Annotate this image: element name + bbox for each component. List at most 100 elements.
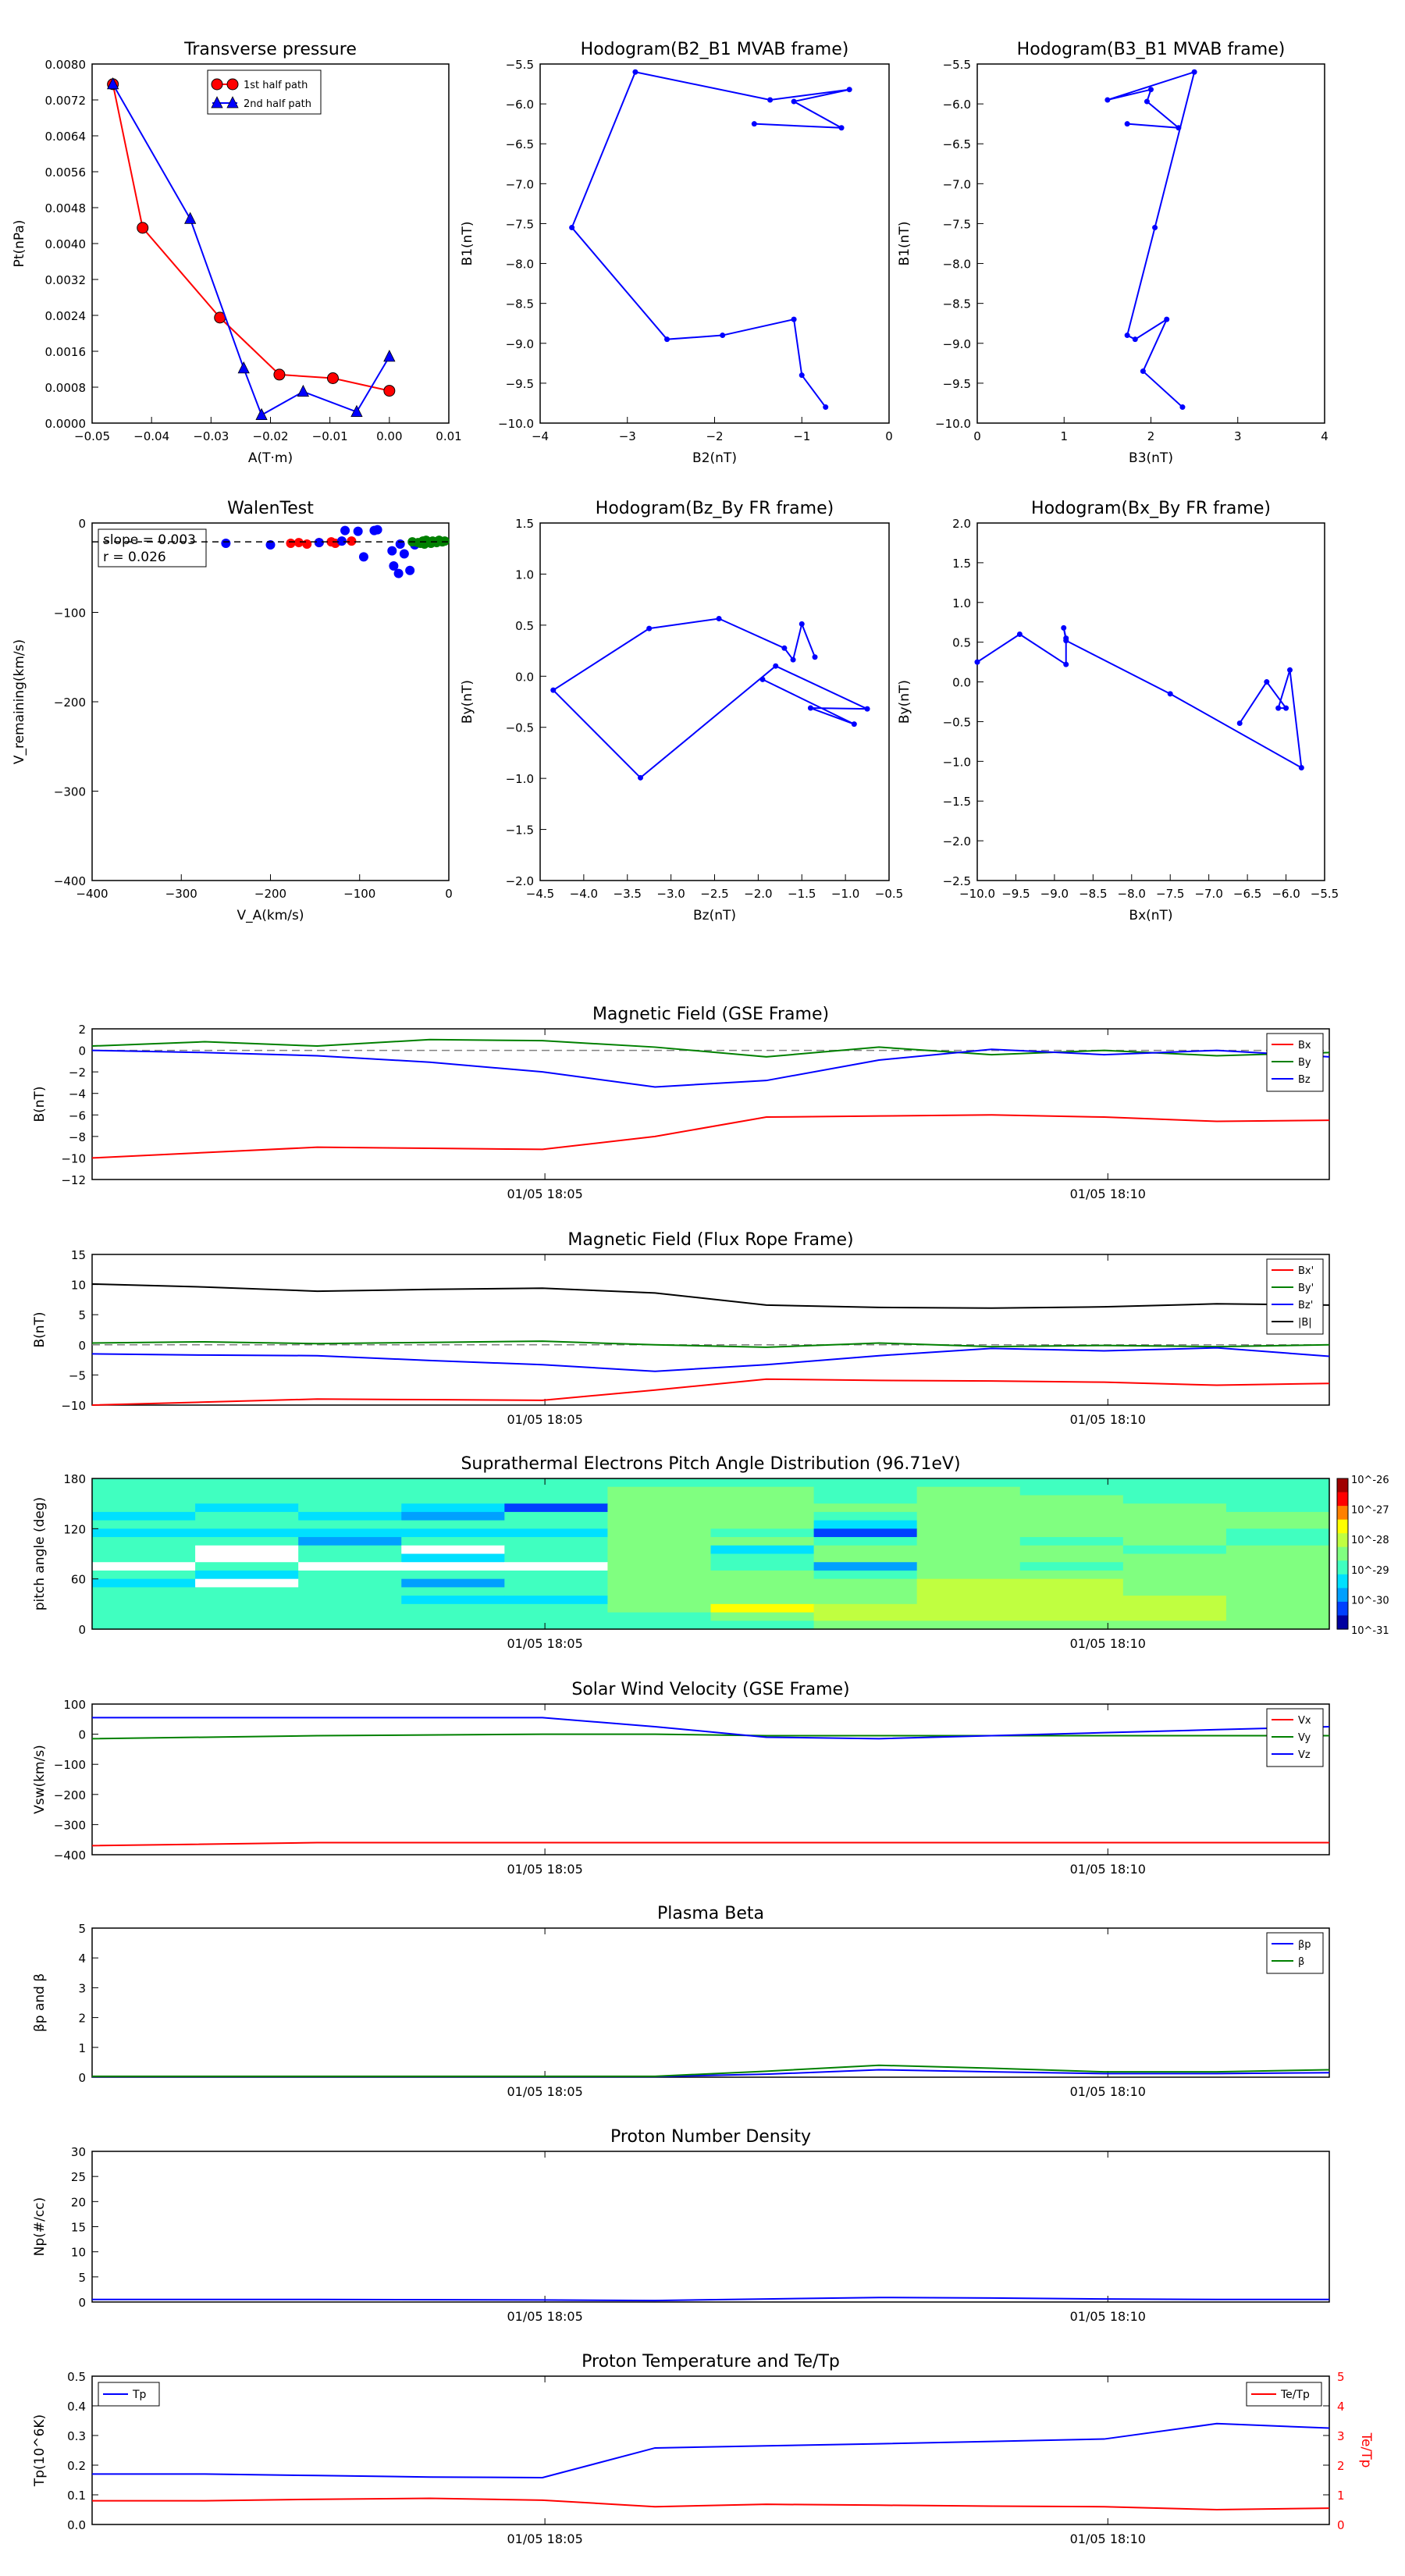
y-axis-label: V_remaining(km/s) bbox=[12, 639, 27, 764]
y-tick-label: −9.5 bbox=[506, 377, 534, 391]
heatmap-cell bbox=[1122, 1621, 1227, 1630]
data-point bbox=[823, 404, 829, 411]
series-line bbox=[91, 1114, 1330, 1159]
x-tick-label: −300 bbox=[165, 887, 197, 901]
heatmap-cell bbox=[195, 1587, 299, 1596]
y-tick-label: 1.0 bbox=[515, 568, 534, 582]
x-tick-label: −10.0 bbox=[959, 887, 995, 901]
heatmap-cell bbox=[1122, 1528, 1227, 1538]
y-axis-label: pitch angle (deg) bbox=[32, 1497, 48, 1611]
data-point bbox=[781, 645, 788, 651]
heatmap-cell bbox=[504, 1553, 609, 1563]
data-point bbox=[211, 78, 223, 91]
y-tick-label: 10 bbox=[71, 1279, 86, 1293]
heatmap-cell bbox=[92, 1520, 196, 1529]
legend-box bbox=[207, 69, 322, 115]
chart-title: Hodogram(Bz_By FR frame) bbox=[596, 499, 834, 518]
heatmap-cell bbox=[813, 1486, 918, 1496]
colorbar-label: 10^-26 bbox=[1351, 1475, 1389, 1486]
legend-label: Bz bbox=[1298, 1074, 1311, 1086]
x-tick-label: −2.5 bbox=[700, 887, 728, 901]
data-point bbox=[799, 372, 805, 379]
legend-label: Vz bbox=[1298, 1749, 1311, 1761]
heatmap-cell bbox=[195, 1511, 299, 1521]
data-point bbox=[550, 687, 557, 693]
heatmap-cell bbox=[195, 1520, 299, 1529]
heatmap-cell bbox=[1122, 1495, 1227, 1504]
heatmap-cell bbox=[504, 1596, 609, 1605]
data-point bbox=[864, 706, 870, 712]
data-point bbox=[237, 361, 250, 374]
y-tick-label: 60 bbox=[71, 1573, 86, 1587]
heatmap-cell bbox=[916, 1553, 1021, 1563]
time-tick-label: 01/05 18:05 bbox=[507, 1862, 582, 1877]
data-point bbox=[273, 368, 286, 381]
y-axis-label: Te/Tp bbox=[1358, 2432, 1374, 2468]
series-line bbox=[112, 84, 390, 392]
y-tick-label: −7.5 bbox=[943, 217, 971, 231]
heatmap-cell bbox=[195, 1570, 299, 1580]
x-tick-label: −5.5 bbox=[1311, 887, 1339, 901]
x-tick-label: 2 bbox=[1147, 429, 1155, 443]
heatmap-cell bbox=[92, 1545, 196, 1555]
heatmap-cell bbox=[401, 1603, 505, 1614]
heatmap-cell bbox=[298, 1621, 402, 1630]
data-point bbox=[353, 526, 363, 536]
data-point bbox=[255, 407, 268, 421]
y-tick-label: 0.0040 bbox=[45, 237, 87, 251]
heatmap-cell bbox=[607, 1545, 712, 1555]
legend-label: Te/Tp bbox=[1280, 2389, 1310, 2401]
heatmap-cell bbox=[1122, 1511, 1227, 1521]
heatmap-cell bbox=[607, 1587, 712, 1596]
data-point bbox=[1104, 97, 1111, 103]
series-line bbox=[552, 617, 868, 779]
data-point bbox=[265, 539, 276, 550]
heatmap-cell bbox=[195, 1596, 299, 1605]
heatmap-cell bbox=[1122, 1612, 1227, 1621]
heatmap-cell bbox=[298, 1528, 402, 1538]
heatmap-cell bbox=[813, 1562, 918, 1571]
data-point bbox=[846, 87, 852, 93]
y-tick-label: 0.0048 bbox=[45, 201, 87, 215]
heatmap-cell bbox=[916, 1570, 1021, 1580]
x-tick-label: −6.5 bbox=[1233, 887, 1261, 901]
data-point bbox=[799, 621, 805, 627]
heatmap-cell bbox=[298, 1603, 402, 1614]
heatmap-cell bbox=[401, 1495, 505, 1504]
series-line bbox=[91, 1378, 1330, 1406]
y-tick-label: 180 bbox=[63, 1472, 86, 1486]
y-tick-label: −8.0 bbox=[943, 258, 971, 272]
heatmap-cell bbox=[813, 1578, 918, 1588]
y-tick-label: 0.0 bbox=[515, 670, 534, 684]
y-tick-label: −6.5 bbox=[506, 137, 534, 151]
chart-title: Proton Number Density bbox=[610, 2127, 811, 2147]
series-line bbox=[91, 1733, 1329, 1740]
heatmap-cell bbox=[607, 1537, 712, 1546]
y-tick-label: 0.3 bbox=[67, 2429, 86, 2443]
data-point bbox=[1236, 720, 1243, 726]
x-tick-label: −3.5 bbox=[614, 887, 642, 901]
heatmap-cell bbox=[504, 1520, 609, 1529]
heatmap-cell bbox=[1019, 1578, 1124, 1588]
legend-label: |B| bbox=[1298, 1317, 1312, 1329]
heatmap-cell bbox=[1019, 1545, 1124, 1555]
heatmap-cell bbox=[195, 1612, 299, 1621]
vsw-frame bbox=[91, 1703, 1330, 1856]
time-tick-label: 01/05 18:05 bbox=[507, 2532, 582, 2546]
data-point bbox=[791, 98, 797, 105]
h21-frame bbox=[539, 63, 890, 424]
y-tick-label: −200 bbox=[54, 696, 86, 710]
heatmap-cell bbox=[92, 1570, 196, 1580]
heatmap-cell bbox=[92, 1495, 196, 1504]
chart-title: Magnetic Field (GSE Frame) bbox=[592, 1005, 829, 1024]
series-line bbox=[92, 2297, 1329, 2302]
heatmap-cell bbox=[1019, 1486, 1124, 1496]
data-point bbox=[226, 96, 239, 109]
y-tick-label: −4 bbox=[69, 1087, 86, 1101]
mfgse-frame bbox=[91, 1028, 1330, 1180]
colorbar-label: 10^-31 bbox=[1351, 1625, 1389, 1637]
time-tick-label: 01/05 18:10 bbox=[1070, 1636, 1146, 1651]
y-tick-label: 25 bbox=[71, 2170, 86, 2184]
heatmap-cell bbox=[504, 1578, 609, 1588]
heatmap-cell bbox=[1225, 1596, 1330, 1605]
